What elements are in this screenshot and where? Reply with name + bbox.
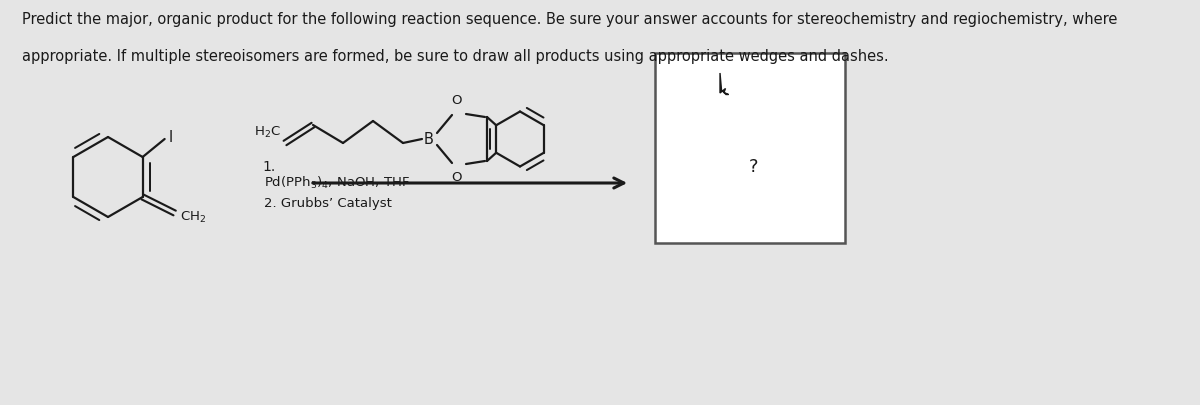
Text: B: B bbox=[424, 132, 434, 147]
Text: O: O bbox=[451, 171, 462, 184]
Text: ?: ? bbox=[749, 158, 758, 176]
Text: 2. Grubbs’ Catalyst: 2. Grubbs’ Catalyst bbox=[264, 197, 392, 210]
Polygon shape bbox=[720, 73, 728, 94]
Text: Predict the major, organic product for the following reaction sequence. Be sure : Predict the major, organic product for t… bbox=[22, 12, 1117, 27]
Text: appropriate. If multiple stereoisomers are formed, be sure to draw all products : appropriate. If multiple stereoisomers a… bbox=[22, 49, 888, 64]
Text: 1.: 1. bbox=[262, 160, 275, 174]
Bar bbox=[655, 53, 845, 243]
Text: Pd(PPh$_3$)$_4$, NaOH, THF: Pd(PPh$_3$)$_4$, NaOH, THF bbox=[264, 175, 410, 191]
Text: CH$_2$: CH$_2$ bbox=[180, 209, 206, 224]
Text: O: O bbox=[451, 94, 462, 107]
Text: H$_2$C: H$_2$C bbox=[254, 125, 281, 140]
Text: I: I bbox=[169, 130, 173, 145]
